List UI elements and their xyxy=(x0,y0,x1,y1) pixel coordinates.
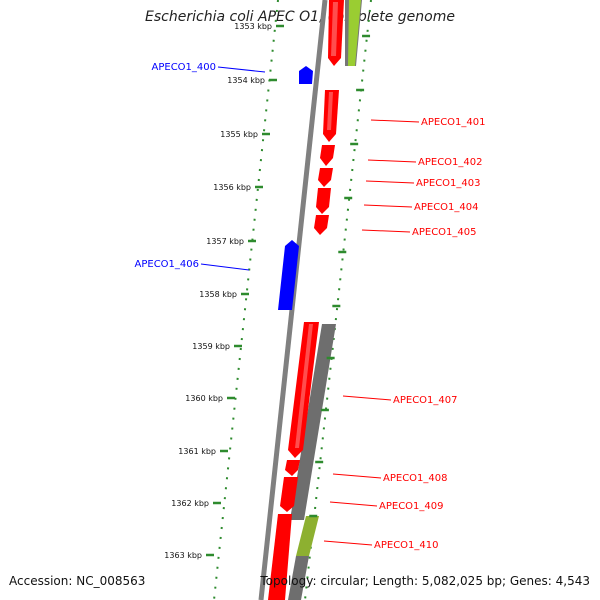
forward-gene-arrow xyxy=(268,514,292,600)
reverse-gene-arrow xyxy=(299,66,313,84)
gene-highlight xyxy=(295,324,313,448)
tick-label: 1361 kbp xyxy=(178,447,216,456)
gene-leader-line xyxy=(342,395,392,401)
gene-label: APECO1_407 xyxy=(393,395,458,406)
gene-leader-line xyxy=(217,66,266,73)
green-feature xyxy=(296,516,319,556)
gene-leader-line xyxy=(361,229,411,233)
tick-label: 1358 kbp xyxy=(199,290,237,299)
gene-label: APECO1_403 xyxy=(416,178,481,189)
forward-gene-arrow xyxy=(280,477,298,512)
forward-gene-arrow xyxy=(316,188,331,214)
green-feature-top xyxy=(348,0,361,66)
accession-text: Accession: NC_008563 xyxy=(9,574,146,588)
tick-marks: 1353 kbp 1354 kbp 1355 kbp 1356 kbp 1357 kbp… xyxy=(164,22,371,560)
gene-leader-line xyxy=(323,540,373,546)
gene-label: APECO1_408 xyxy=(383,473,448,484)
tick-label: 1363 kbp xyxy=(164,551,202,560)
gene-leader-line xyxy=(200,263,250,271)
tick-label: 1353 kbp xyxy=(234,22,272,31)
genome-summary-text: Topology: circular; Length: 5,082,025 bp… xyxy=(260,574,590,588)
forward-gene-arrow xyxy=(285,460,300,476)
forward-gene-arrow xyxy=(320,145,335,166)
tick-label: 1357 kbp xyxy=(206,237,244,246)
gene-label: APECO1_409 xyxy=(379,501,444,512)
gene-leader-line xyxy=(367,159,417,163)
gene-label: APECO1_410 xyxy=(374,540,439,551)
gene-label: APECO1_406 xyxy=(135,259,200,270)
tick-label: 1356 kbp xyxy=(213,183,251,192)
forward-gene-arrow xyxy=(318,168,333,187)
reverse-gene-arrow xyxy=(278,240,299,310)
gene-leader-line xyxy=(329,501,378,507)
inner-tick-ring xyxy=(213,0,279,600)
gene-label: APECO1_401 xyxy=(421,117,486,128)
gray-feature xyxy=(290,324,336,520)
map-title: Escherichia coli APEC O1, complete genom… xyxy=(145,9,455,25)
gene-leader-line xyxy=(365,180,415,184)
tick-label: 1359 kbp xyxy=(192,342,230,351)
gene-leader-line xyxy=(363,204,413,208)
gene-label: APECO1_405 xyxy=(412,227,477,238)
gene-label: APECO1_400 xyxy=(152,62,217,73)
tick-label: 1360 kbp xyxy=(185,394,223,403)
gene-label: APECO1_402 xyxy=(418,157,483,168)
gene-highlight xyxy=(331,2,338,56)
forward-gene-arrow xyxy=(314,215,329,235)
gene-leader-line xyxy=(332,473,382,479)
gene-label: APECO1_404 xyxy=(414,202,479,213)
tick-label: 1354 kbp xyxy=(227,76,265,85)
gray-feature-lower xyxy=(288,556,309,600)
outer-tick-ring xyxy=(304,0,372,600)
gene-features xyxy=(268,0,344,600)
gene-leader-line xyxy=(370,119,420,123)
gene-highlight xyxy=(327,92,333,130)
tick-label: 1355 kbp xyxy=(220,130,258,139)
gene-labels: APECO1_400 APECO1_401 APECO1_402 APECO1_403… xyxy=(135,62,486,551)
tick-label: 1362 kbp xyxy=(171,499,209,508)
